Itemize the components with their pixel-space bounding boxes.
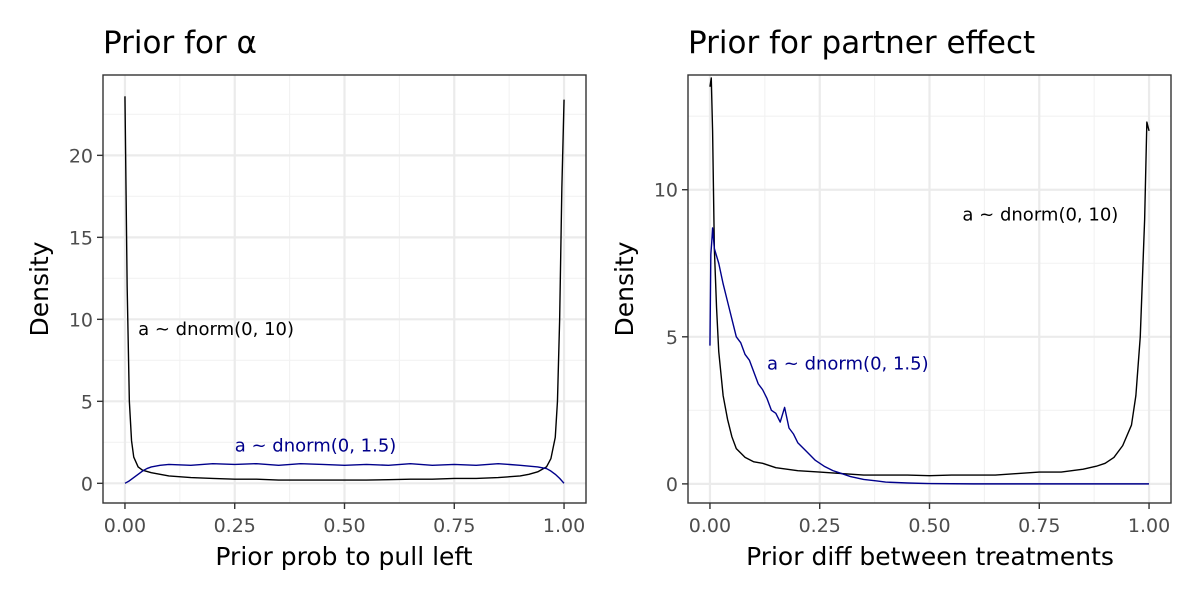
x-tick-label: 0.75	[433, 515, 475, 537]
x-tick-label: 0.25	[214, 515, 256, 537]
x-tick-label: 0.50	[908, 515, 950, 537]
panel-title: Prior for α	[103, 25, 257, 61]
y-axis-label: Density	[610, 241, 639, 336]
y-tick-label: 0	[666, 474, 678, 496]
series-line-1	[124, 462, 565, 484]
x-tick-label: 0.00	[689, 515, 731, 537]
x-axis-label: Prior prob to pull left	[215, 542, 472, 571]
panel-partner-effect: Prior for partner effect Density Prior d…	[610, 25, 1172, 571]
annotation-label: a ~ dnorm(0, 1.5)	[235, 436, 397, 457]
annotation-label: a ~ dnorm(0, 1.5)	[767, 353, 929, 374]
y-tick-label: 5	[666, 327, 678, 349]
y-axis-label: Density	[25, 241, 54, 336]
y-tick-label: 10	[654, 180, 678, 202]
y-tick-label: 15	[69, 227, 93, 249]
x-tick-label: 0.50	[323, 515, 365, 537]
x-axis-label: Prior diff between treatments	[746, 542, 1114, 571]
panel-alpha: Prior for α Density Prior prob to pull l…	[25, 25, 587, 571]
panel-title: Prior for partner effect	[688, 25, 1035, 61]
x-tick-label: 0.75	[1018, 515, 1060, 537]
series-line-0	[124, 96, 565, 481]
y-tick-label: 20	[69, 145, 93, 167]
x-tick-label: 0.00	[104, 515, 146, 537]
series-line-0	[709, 77, 1150, 477]
y-tick-label: 0	[81, 473, 93, 495]
series-line-1	[709, 227, 1150, 485]
y-tick-label: 5	[81, 391, 93, 413]
x-tick-label: 0.25	[799, 515, 841, 537]
x-tick-label: 1.00	[1128, 515, 1170, 537]
x-tick-label: 1.00	[543, 515, 585, 537]
plot-area: a ~ dnorm(0, 10) a ~ dnorm(0, 1.5)	[688, 75, 1171, 503]
annotation-label: a ~ dnorm(0, 10)	[138, 319, 294, 340]
plot-area: a ~ dnorm(0, 10) a ~ dnorm(0, 1.5)	[103, 75, 586, 503]
y-tick-label: 10	[69, 309, 93, 331]
annotation-label: a ~ dnorm(0, 10)	[962, 205, 1118, 226]
